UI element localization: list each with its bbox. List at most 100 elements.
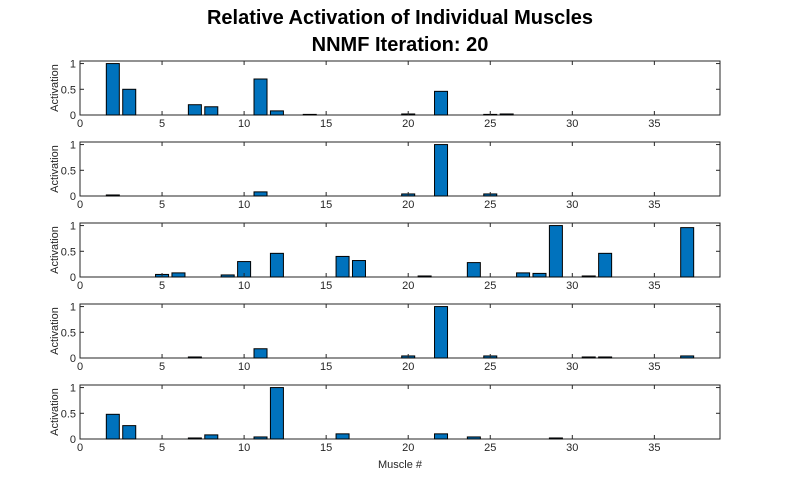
y-tick-label: 0 bbox=[70, 434, 76, 446]
x-tick-label: 25 bbox=[484, 118, 496, 130]
bar bbox=[302, 113, 317, 116]
x-tick-label: 15 bbox=[320, 280, 332, 292]
x-tick-label: 0 bbox=[77, 361, 83, 373]
x-tick-label: 30 bbox=[566, 199, 578, 211]
x-tick-label: 20 bbox=[402, 280, 414, 292]
x-tick-label: 5 bbox=[159, 361, 165, 373]
bar bbox=[269, 110, 284, 116]
bar bbox=[680, 227, 695, 278]
x-tick-label: 5 bbox=[159, 442, 165, 454]
x-tick-label: 15 bbox=[320, 118, 332, 130]
x-tick-label: 35 bbox=[648, 199, 660, 211]
y-tick-label: 1 bbox=[70, 140, 76, 152]
y-tick-label: 1 bbox=[70, 59, 76, 71]
x-tick-label: 35 bbox=[648, 118, 660, 130]
x-tick-label: 30 bbox=[566, 118, 578, 130]
x-tick-label: 35 bbox=[648, 361, 660, 373]
x-tick-label: 25 bbox=[484, 280, 496, 292]
x-tick-label: 10 bbox=[238, 199, 250, 211]
bar bbox=[499, 113, 514, 116]
bar bbox=[434, 433, 449, 440]
bar bbox=[548, 225, 563, 278]
bar bbox=[253, 348, 268, 359]
bar bbox=[516, 272, 531, 278]
bar bbox=[466, 436, 481, 440]
bar bbox=[187, 437, 202, 440]
y-tick-label: 0 bbox=[70, 191, 76, 203]
y-axis-label: Activation bbox=[49, 64, 61, 112]
bar bbox=[581, 275, 596, 278]
x-tick-label: 10 bbox=[238, 280, 250, 292]
bar bbox=[220, 274, 235, 278]
x-tick-label: 35 bbox=[648, 442, 660, 454]
bar bbox=[417, 275, 432, 278]
bar bbox=[105, 63, 120, 116]
x-tick-label: 20 bbox=[402, 442, 414, 454]
bar bbox=[204, 434, 219, 440]
y-tick-label: 0.5 bbox=[61, 84, 76, 96]
bar bbox=[351, 260, 366, 278]
x-tick-label: 20 bbox=[402, 118, 414, 130]
x-tick-label: 15 bbox=[320, 199, 332, 211]
x-tick-label: 15 bbox=[320, 442, 332, 454]
axes-box bbox=[79, 222, 721, 278]
bar bbox=[581, 356, 596, 359]
bar bbox=[598, 252, 613, 278]
subplot-1: 0 5 10 15 20 25 30 35 0 0.5 1 Activation bbox=[49, 59, 721, 130]
x-tick-label: 25 bbox=[484, 199, 496, 211]
x-tick-label: 35 bbox=[648, 280, 660, 292]
axes-box bbox=[79, 303, 721, 359]
bar bbox=[434, 144, 449, 197]
subplot-2: 0 5 10 15 20 25 30 35 0 0.5 1 Activation bbox=[49, 140, 721, 211]
bar bbox=[532, 272, 547, 278]
x-tick-label: 0 bbox=[77, 118, 83, 130]
subplot-5: 0 5 10 15 20 25 30 35 0 0.5 1 Activation bbox=[49, 383, 721, 454]
bar bbox=[253, 191, 268, 197]
bar bbox=[680, 355, 695, 359]
x-tick-label: 10 bbox=[238, 361, 250, 373]
x-tick-label: 15 bbox=[320, 361, 332, 373]
x-tick-label: 25 bbox=[484, 361, 496, 373]
bar bbox=[434, 90, 449, 116]
y-axis-label: Activation bbox=[49, 145, 61, 193]
x-tick-label: 30 bbox=[566, 280, 578, 292]
x-tick-label: 20 bbox=[402, 361, 414, 373]
y-tick-label: 1 bbox=[70, 221, 76, 233]
x-tick-label: 0 bbox=[77, 280, 83, 292]
subplot-4: 0 5 10 15 20 25 30 35 0 0.5 1 Activation bbox=[49, 302, 721, 373]
bar bbox=[204, 106, 219, 116]
axes-box bbox=[79, 60, 721, 116]
x-tick-label: 25 bbox=[484, 442, 496, 454]
bar bbox=[187, 356, 202, 359]
bar bbox=[269, 387, 284, 440]
y-tick-label: 0.5 bbox=[61, 165, 76, 177]
bar bbox=[335, 255, 350, 278]
bar bbox=[122, 88, 137, 116]
y-tick-label: 0.5 bbox=[61, 408, 76, 420]
x-tick-label: 10 bbox=[238, 118, 250, 130]
bar bbox=[187, 104, 202, 116]
bar bbox=[548, 437, 563, 440]
bar bbox=[335, 433, 350, 440]
x-tick-label: 0 bbox=[77, 442, 83, 454]
axes-box bbox=[79, 384, 721, 440]
bar bbox=[105, 194, 120, 197]
x-tick-label: 5 bbox=[159, 280, 165, 292]
bar bbox=[122, 425, 137, 440]
chart-title-line2: NNMF Iteration: 20 bbox=[312, 34, 489, 56]
y-tick-label: 0.5 bbox=[61, 327, 76, 339]
y-tick-label: 1 bbox=[70, 383, 76, 395]
bar bbox=[269, 252, 284, 278]
bar bbox=[253, 436, 268, 440]
x-tick-label: 20 bbox=[402, 199, 414, 211]
y-axis-label: Activation bbox=[49, 307, 61, 355]
y-tick-label: 0 bbox=[70, 110, 76, 122]
subplot-3: 0 5 10 15 20 25 30 35 0 0.5 1 Activation bbox=[49, 221, 721, 292]
y-tick-label: 0 bbox=[70, 353, 76, 365]
x-tick-label: 5 bbox=[159, 118, 165, 130]
bar bbox=[105, 413, 120, 440]
bar bbox=[253, 78, 268, 116]
bar bbox=[598, 356, 613, 359]
